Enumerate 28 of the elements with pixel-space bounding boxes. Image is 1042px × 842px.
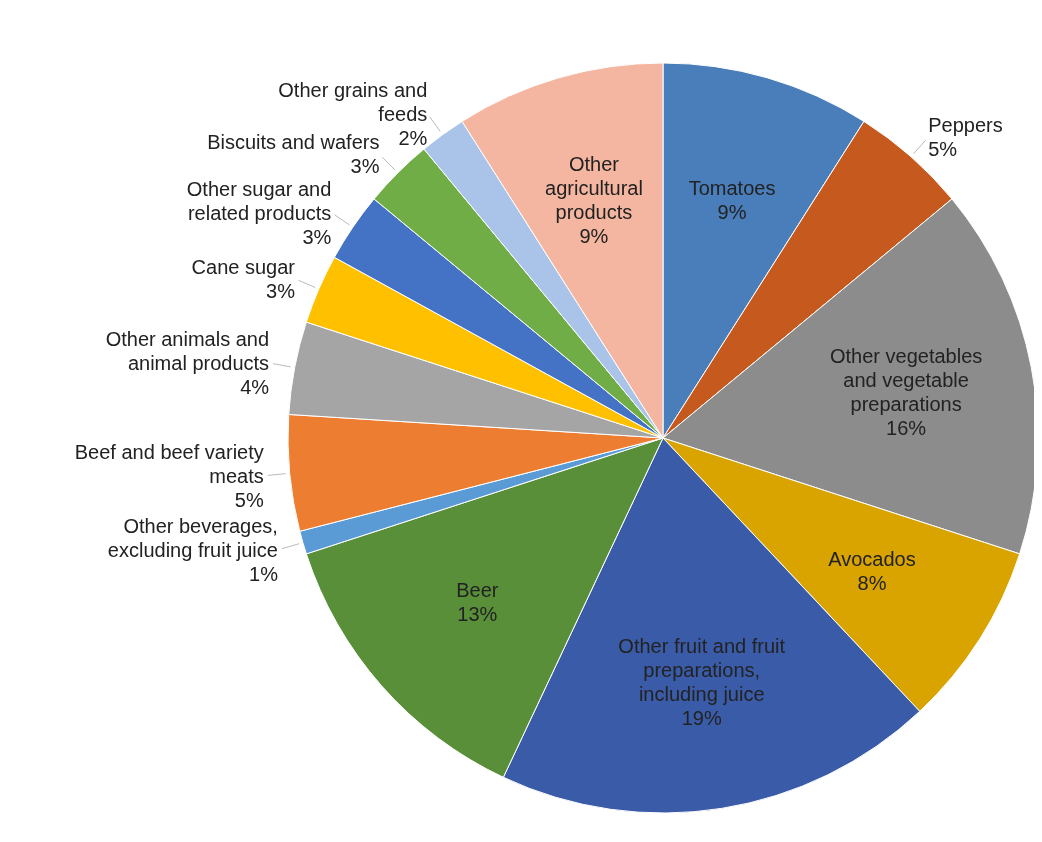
data-label: 3% bbox=[350, 155, 380, 178]
data-label: 1% bbox=[249, 562, 279, 585]
data-label: 19% bbox=[681, 707, 722, 730]
data-label: 16% bbox=[886, 416, 927, 439]
slice-label: Other grains and feeds bbox=[278, 78, 428, 125]
data-label: 9% bbox=[579, 225, 609, 248]
slice-label: Tomatoes bbox=[688, 177, 776, 200]
slice-label: Biscuits and wafers bbox=[207, 131, 380, 154]
data-label: 5% bbox=[234, 488, 264, 511]
slice-label: Other beverages, excluding fruit juice bbox=[107, 514, 278, 561]
data-label: 4% bbox=[240, 375, 270, 398]
slice-label: Other fruit and fruit preparations, including juice bbox=[618, 635, 786, 706]
data-label: 2% bbox=[398, 126, 428, 149]
slice-label: Beef and beef variety meats bbox=[74, 440, 264, 487]
data-label: 3% bbox=[266, 279, 296, 302]
slice-label: Other agricultural products bbox=[545, 153, 643, 224]
slice-label: Other animals and animal products bbox=[105, 327, 270, 374]
slice-label: Peppers bbox=[928, 114, 1003, 137]
slice-label: Other sugar and related products bbox=[186, 177, 332, 224]
data-label: 9% bbox=[717, 201, 747, 224]
slice-label: Avocados bbox=[828, 547, 916, 570]
slice-label: Cane sugar bbox=[191, 255, 296, 278]
data-label: 13% bbox=[457, 602, 498, 625]
data-label: 8% bbox=[857, 571, 887, 594]
data-label: 3% bbox=[302, 225, 332, 248]
data-label: 5% bbox=[928, 138, 958, 161]
slice-label: Other vegetables and vegetable preparations bbox=[829, 344, 983, 415]
slice-label: Beer bbox=[456, 578, 499, 601]
